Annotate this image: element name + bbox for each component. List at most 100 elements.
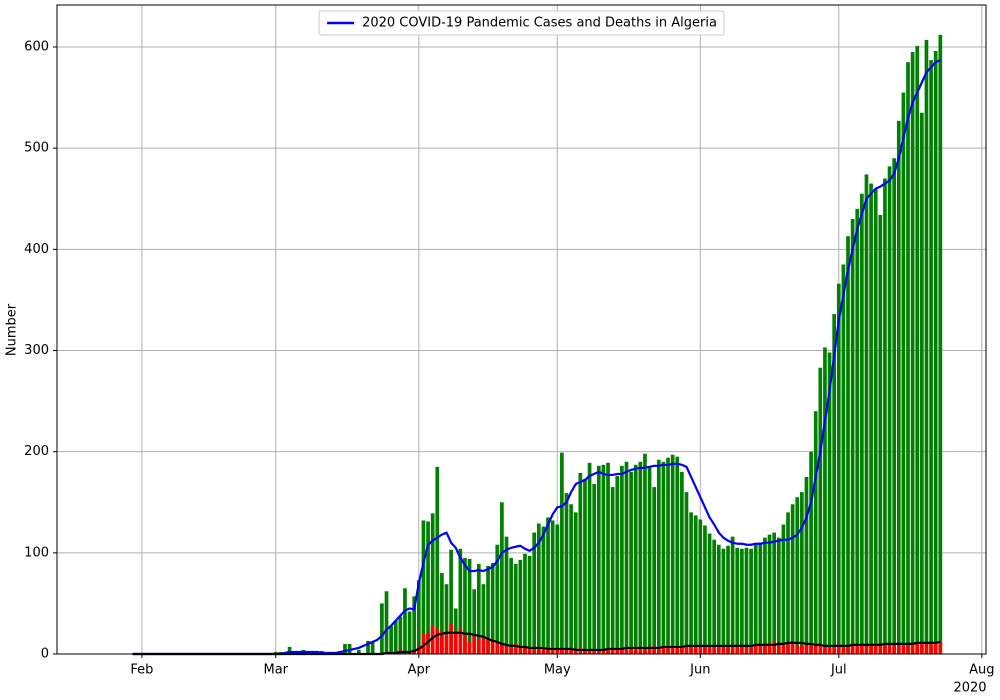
bar [716,644,721,654]
bar [476,638,481,654]
bar [795,644,800,654]
bar [666,647,670,654]
bar [287,646,292,654]
y-tick-label: 500 [24,141,49,156]
x-tick-label: Jul [830,663,847,678]
bar [744,645,749,654]
bar [850,218,855,654]
bar [370,641,375,654]
bar [827,645,832,654]
bar [809,645,813,654]
bar [624,649,629,654]
bar [901,92,906,655]
bar [892,644,897,654]
bar [546,517,550,654]
bar [523,645,527,654]
bar [393,620,398,654]
bar [860,193,864,655]
bar [412,651,417,654]
bar [615,475,620,654]
bar [749,644,753,654]
bar [776,537,781,654]
bar [698,647,703,654]
bar [472,589,477,654]
bar [643,648,647,654]
y-tick-label: 600 [24,39,49,54]
bar [896,642,901,654]
bar [666,457,670,654]
bar [573,649,578,654]
bar [564,493,569,654]
bar [740,548,744,654]
bar [841,264,846,654]
bar [753,544,758,654]
bar [786,642,790,654]
x-tick-label: Jun [689,663,710,678]
bar [707,646,712,654]
bar [435,628,440,654]
bar [716,544,721,654]
x-tick-label: Mar [263,663,288,678]
bar [343,643,347,654]
bar [426,521,430,654]
bar [620,648,624,654]
bar [869,183,873,654]
bar [412,596,417,654]
bar [587,462,592,654]
bar [712,645,717,654]
bar [740,644,744,654]
bar [670,454,675,654]
bar [703,645,707,654]
bar [643,453,647,654]
bar [758,644,763,654]
legend-box [318,10,725,36]
bar [490,562,495,654]
bar [730,536,735,654]
bar [560,647,564,654]
bar [564,648,569,654]
bar [698,519,703,654]
bar [763,643,767,654]
bar [772,641,777,654]
bar [915,45,920,654]
bar [873,188,878,654]
bar [753,643,758,654]
bar [818,644,823,654]
bar [463,557,467,654]
bar [476,563,481,654]
bar [864,644,869,654]
bar [841,645,846,654]
bar [541,647,546,654]
bar [633,464,638,654]
bar [490,641,495,654]
bar [924,643,929,654]
bar [444,634,449,654]
bar [532,647,537,654]
bar [929,60,933,654]
bar [836,643,841,654]
bar [550,648,555,654]
bar [421,633,426,654]
bar [864,174,869,654]
bar [906,643,910,654]
bar [458,548,463,654]
bar [684,492,689,654]
bar [620,465,624,654]
bar [901,643,906,654]
bar [541,526,546,654]
bar [509,557,513,654]
y-axis-label: Number [5,303,20,356]
bar [795,497,800,654]
bar [781,524,786,654]
bar [380,603,384,654]
bar [467,641,472,654]
bar [744,547,749,654]
bar [606,462,610,654]
bar [887,644,892,654]
bar [523,553,527,654]
bar [684,646,689,654]
bar [596,465,601,654]
bar [758,542,763,654]
bar [924,39,929,655]
bar [573,512,578,654]
